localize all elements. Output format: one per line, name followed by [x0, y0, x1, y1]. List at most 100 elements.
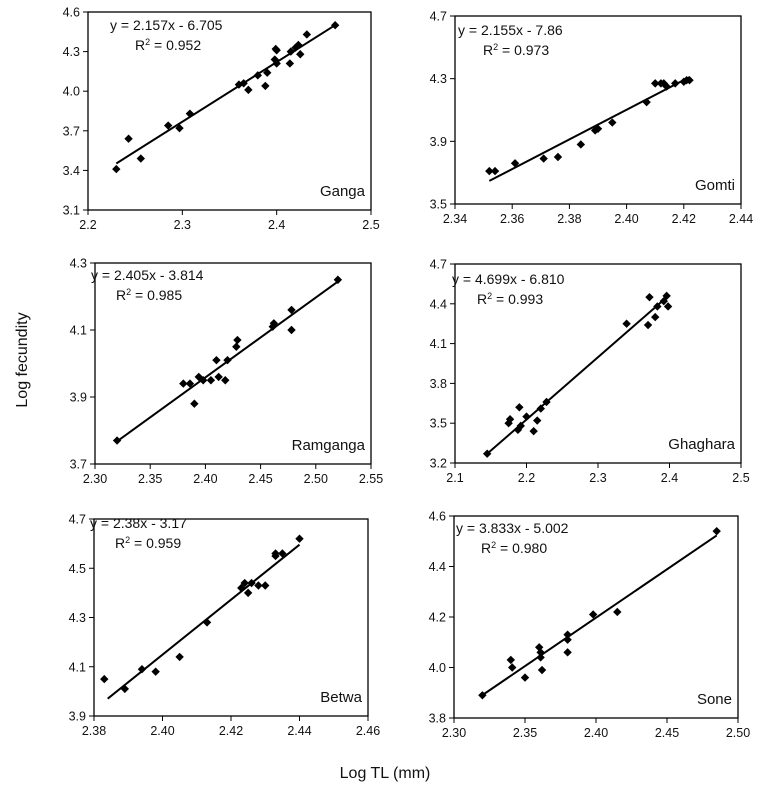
regression-line-gomti — [488, 76, 690, 182]
y-tick-label-betwa: 4.1 — [69, 660, 86, 674]
y-tick-label-ganga: 3.7 — [63, 124, 80, 138]
y-tick-label-ghaghara: 4.4 — [430, 297, 447, 311]
x-tick-label-ramganga: 2.45 — [248, 472, 272, 486]
y-tick-label-ganga: 3.4 — [63, 164, 80, 178]
x-tick-label-betwa: 2.46 — [356, 724, 380, 738]
panel-ganga: 2.2 2.3 2.4 2.5 3.1 3.4 3.7 4.0 4.3 4.6 y = 2.157x… — [63, 6, 380, 233]
data-point-gomti — [490, 166, 500, 176]
x-tick-label-ghaghara: 2.1 — [446, 471, 463, 485]
data-point-gomti — [593, 124, 603, 133]
x-tick-label-ganga: 2.2 — [79, 218, 96, 232]
x-tick-label-gomti: 2.40 — [614, 212, 638, 226]
data-point-ganga — [163, 121, 173, 130]
y-tick-label-ganga: 4.6 — [63, 6, 80, 20]
river-label-betwa: Betwa — [320, 689, 362, 706]
x-tick-label-ganga: 2.5 — [362, 218, 379, 232]
data-point-ganga — [112, 164, 121, 174]
y-tick-label-sone: 4.4 — [429, 560, 446, 574]
plot-frame-ganga — [87, 11, 372, 211]
data-point-ganga — [330, 21, 340, 30]
data-point-ganga — [253, 71, 262, 80]
data-point-betwa — [151, 667, 160, 676]
x-tick-label-ramganga: 2.35 — [138, 472, 162, 486]
x-tick-label-ghaghara: 2.4 — [661, 471, 678, 485]
y-tick-label-ramganga: 4.3 — [70, 257, 87, 271]
data-point-ganga — [244, 85, 253, 95]
data-point-gomti — [651, 79, 660, 88]
data-point-ghaghara — [513, 425, 523, 435]
x-tick-label-ghaghara: 2.3 — [589, 471, 606, 485]
data-point-sone — [537, 665, 547, 675]
data-point-gomti — [485, 166, 494, 176]
r2-label-betwa: R2 = 0.959 — [115, 535, 181, 551]
data-point-ramganga — [194, 372, 203, 382]
data-point-ramganga — [185, 379, 195, 388]
y-tick-label-ghaghara: 3.5 — [430, 417, 447, 431]
data-point-ganga — [294, 40, 303, 50]
data-point-ganga — [263, 68, 272, 77]
data-point-ramganga — [179, 379, 188, 388]
r2-label-ramganga: R2 = 0.985 — [116, 287, 182, 303]
equation-label-betwa: y = 2.38x - 3.17 — [90, 515, 187, 531]
x-tick-label-sone: 2.50 — [726, 726, 750, 740]
data-point-ghaghara — [529, 426, 538, 436]
panel-betwa: 2.38 2.40 2.42 2.44 2.46 3.9 4.1 4.3 4.5 4.7 y = 2… — [69, 513, 381, 739]
river-label-gomti: Gomti — [695, 177, 735, 194]
data-point-gomti — [662, 82, 671, 91]
equation-label-ghaghara: y = 4.699x - 6.810 — [452, 271, 565, 287]
r2-label-ganga: R2 = 0.952 — [135, 37, 201, 53]
data-point-ghaghara — [653, 302, 662, 311]
r2-label-sone: R2 = 0.980 — [481, 540, 547, 556]
data-point-ramganga — [206, 376, 216, 385]
data-point-betwa — [254, 581, 263, 590]
regression-line-sone — [481, 534, 718, 696]
data-point-betwa — [247, 578, 256, 588]
data-point-betwa — [120, 684, 130, 694]
data-point-ganga — [272, 59, 281, 68]
data-point-ghaghara — [542, 397, 551, 407]
data-point-ganga — [272, 46, 281, 55]
data-point-sone — [520, 673, 530, 682]
data-point-ramganga — [269, 319, 279, 328]
x-tick-label-ramganga: 2.40 — [193, 472, 217, 486]
x-tick-label-gomti: 2.38 — [557, 212, 581, 226]
data-point-ganga — [124, 134, 133, 143]
data-point-gomti — [608, 118, 617, 127]
data-point-ramganga — [333, 275, 343, 284]
data-point-ramganga — [190, 399, 199, 408]
x-axis-title: Log TL (mm) — [340, 765, 431, 782]
data-point-gomti — [685, 76, 694, 85]
x-tick-label-betwa: 2.42 — [219, 724, 243, 738]
panel-ramganga: 2.30 2.35 2.40 2.45 2.50 2.55 3.7 3.9 4.1 4.3 y = … — [70, 257, 384, 487]
equation-label-ganga: y = 2.157x - 6.705 — [110, 17, 223, 33]
x-tick-label-ganga: 2.4 — [268, 218, 285, 232]
data-point-ghaghara — [516, 421, 525, 431]
data-point-sone — [712, 526, 721, 536]
data-point-ramganga — [112, 436, 122, 445]
y-tick-label-sone: 4.6 — [429, 510, 446, 524]
data-point-ghaghara — [643, 320, 653, 330]
data-point-ganga — [136, 154, 146, 163]
x-tick-label-betwa: 2.40 — [150, 724, 174, 738]
data-point-ghaghara — [663, 302, 673, 311]
data-point-ramganga — [287, 305, 296, 315]
data-point-ghaghara — [536, 404, 545, 413]
data-point-sone — [563, 630, 572, 639]
data-point-betwa — [271, 549, 280, 558]
data-point-sone — [536, 648, 545, 657]
data-point-ganga — [261, 81, 270, 91]
data-point-ghaghara — [645, 292, 654, 302]
x-tick-label-ramganga: 2.50 — [304, 472, 328, 486]
data-point-betwa — [278, 549, 287, 558]
data-point-gomti — [679, 77, 688, 86]
y-tick-label-ghaghara: 3.2 — [430, 457, 447, 471]
y-tick-label-sone: 3.8 — [429, 712, 446, 726]
panels-group: 2.2 2.3 2.4 2.5 3.1 3.4 3.7 4.0 4.3 4.6 y = 2.157x… — [63, 6, 754, 741]
data-point-ramganga — [214, 372, 223, 382]
data-point-ramganga — [232, 342, 241, 351]
data-point-ghaghara — [505, 415, 515, 424]
data-point-betwa — [237, 583, 246, 593]
data-point-ganga — [285, 59, 295, 68]
data-point-betwa — [137, 665, 147, 674]
equation-label-gomti: y = 2.155x - 7.86 — [458, 22, 563, 38]
